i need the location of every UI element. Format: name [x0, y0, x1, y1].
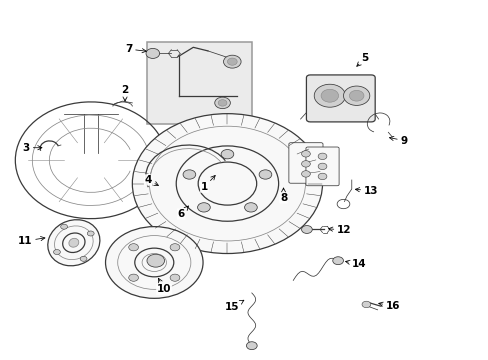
Circle shape [343, 86, 369, 105]
Text: 7: 7 [125, 44, 146, 54]
Circle shape [318, 163, 326, 170]
Text: 5: 5 [356, 53, 368, 66]
Text: 1: 1 [200, 175, 215, 192]
Circle shape [105, 226, 203, 298]
Text: 12: 12 [328, 225, 351, 235]
Circle shape [332, 257, 343, 265]
Circle shape [246, 342, 257, 350]
Circle shape [87, 231, 94, 236]
Circle shape [128, 274, 138, 281]
Text: 6: 6 [177, 206, 188, 219]
Circle shape [318, 173, 326, 180]
Text: 4: 4 [144, 175, 158, 185]
Circle shape [314, 84, 345, 107]
Text: 15: 15 [224, 300, 244, 312]
Text: 16: 16 [378, 301, 400, 311]
Circle shape [132, 114, 322, 253]
FancyBboxPatch shape [147, 42, 251, 125]
Text: 14: 14 [345, 259, 366, 269]
Circle shape [318, 153, 326, 159]
Circle shape [227, 58, 237, 65]
Text: 2: 2 [121, 85, 128, 101]
Circle shape [301, 226, 312, 233]
Circle shape [348, 90, 363, 101]
Text: 9: 9 [388, 136, 407, 145]
Circle shape [361, 301, 370, 308]
Circle shape [259, 170, 271, 179]
FancyBboxPatch shape [288, 143, 323, 183]
Circle shape [61, 224, 67, 229]
Circle shape [53, 249, 60, 255]
Text: 11: 11 [18, 236, 45, 246]
Circle shape [80, 256, 87, 261]
Circle shape [301, 171, 310, 177]
Text: 10: 10 [157, 278, 171, 294]
Circle shape [214, 97, 230, 109]
Circle shape [321, 89, 338, 102]
Circle shape [197, 203, 210, 212]
Circle shape [147, 254, 164, 267]
Circle shape [223, 55, 241, 68]
Text: 8: 8 [279, 188, 286, 203]
Circle shape [183, 170, 195, 179]
FancyBboxPatch shape [306, 75, 374, 122]
Circle shape [128, 244, 138, 251]
Circle shape [218, 100, 226, 106]
Circle shape [146, 48, 159, 58]
Circle shape [221, 149, 233, 159]
Circle shape [170, 244, 180, 251]
Circle shape [244, 203, 257, 212]
Circle shape [301, 150, 310, 157]
Ellipse shape [69, 238, 79, 247]
Text: 3: 3 [22, 143, 42, 153]
Text: 13: 13 [355, 186, 378, 196]
Circle shape [170, 274, 180, 281]
Circle shape [301, 161, 310, 167]
FancyBboxPatch shape [305, 147, 338, 186]
Ellipse shape [48, 220, 100, 266]
